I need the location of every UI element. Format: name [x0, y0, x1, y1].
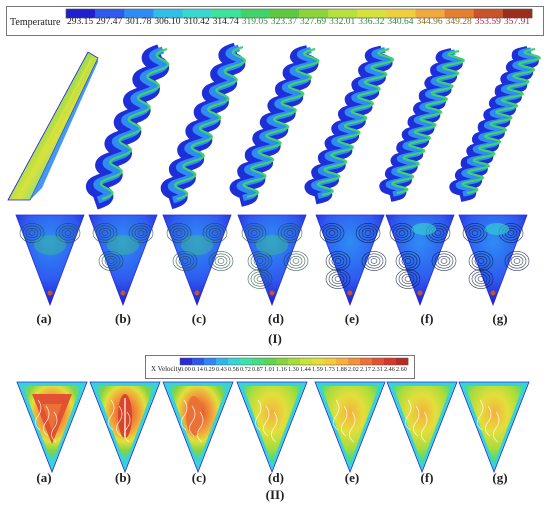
- top-panel-label-4: (e): [344, 311, 360, 326]
- streamlines-1: [92, 223, 154, 296]
- temp-tick-0: 293.15: [67, 17, 94, 27]
- group-label-II: (II): [265, 487, 285, 502]
- vel-tick-13: 1.88: [336, 366, 347, 373]
- vel-tick-10: 1.44: [300, 366, 311, 373]
- bottom-panel-label-5: (f): [420, 470, 434, 485]
- vel-tick-14: 2.02: [348, 366, 359, 373]
- temp-swatch-6: [240, 9, 271, 18]
- temp-swatch-4: [182, 9, 212, 18]
- top-panel-label-2: (c): [191, 311, 207, 326]
- streamlines-5: [389, 223, 457, 296]
- temp-tick-2: 301.78: [125, 17, 152, 27]
- temp-tick-5: 314.74: [212, 17, 239, 27]
- vel-swatch-17: [384, 358, 397, 365]
- streamlines-0: [19, 223, 81, 296]
- temp-swatch-15: [502, 9, 533, 18]
- temp-swatch-12: [415, 9, 445, 18]
- temp-tick-10: 336.32: [358, 17, 385, 27]
- temp-tick-15: 357.91: [503, 17, 530, 27]
- group-label-I: (I): [268, 331, 282, 346]
- vel-swatch-14: [348, 358, 361, 365]
- temp-tick-11: 340.64: [387, 17, 414, 27]
- vel-swatch-4: [228, 358, 241, 365]
- vel-swatch-13: [336, 358, 349, 365]
- vel-swatch-5: [240, 358, 253, 365]
- top-panel-label-6: (g): [492, 311, 508, 326]
- vel-swatch-2: [204, 358, 217, 365]
- vel-tick-3: 0.43: [216, 366, 227, 373]
- temp-swatch-3: [153, 9, 183, 18]
- streamlines-2: [166, 223, 234, 296]
- bottom-panel-label-4: (e): [344, 470, 360, 485]
- vel-swatch-0: [180, 358, 193, 365]
- vel-tick-16: 2.31: [372, 366, 383, 373]
- temp-tick-3: 306.10: [154, 17, 181, 27]
- top-panel-label-0: (a): [36, 311, 52, 326]
- vel-tick-11: 1.59: [312, 366, 323, 373]
- temp-swatch-14: [473, 9, 504, 18]
- temp-swatch-11: [386, 9, 416, 18]
- temp-swatch-8: [299, 9, 329, 18]
- vel-swatch-16: [372, 358, 385, 365]
- bottom-panel-label-6: (g): [492, 470, 508, 485]
- vel-tick-5: 0.72: [240, 366, 251, 373]
- temp-swatch-10: [357, 9, 387, 18]
- temp-swatch-7: [269, 9, 300, 18]
- temp-swatch-9: [328, 9, 358, 18]
- temp-tick-12: 344.96: [416, 17, 443, 27]
- temp-tick-6: 319.05: [241, 17, 268, 27]
- temp-tick-9: 332.01: [329, 17, 356, 27]
- vel-tick-12: 1.73: [324, 366, 335, 373]
- temp-swatch-5: [211, 9, 242, 18]
- temp-tick-14: 353.59: [474, 17, 501, 27]
- bottom-panel-label-0: (a): [36, 470, 52, 485]
- temperature-legend-title: Temperature: [10, 17, 61, 28]
- temp-swatch-13: [444, 9, 475, 18]
- temp-tick-8: 327.69: [300, 17, 327, 27]
- top-panel-label-5: (f): [420, 311, 434, 326]
- vel-swatch-1: [192, 358, 205, 365]
- vel-tick-9: 1.30: [288, 366, 299, 373]
- temp-swatch-2: [124, 9, 154, 18]
- vel-tick-17: 2.46: [384, 366, 395, 373]
- vel-swatch-18: [396, 358, 409, 365]
- temp-tick-13: 349.28: [445, 17, 472, 27]
- vel-swatch-15: [360, 358, 373, 365]
- top-panel-label-3: (d): [268, 311, 284, 326]
- temp-tick-7: 323.37: [270, 17, 297, 27]
- vel-swatch-11: [312, 358, 325, 365]
- streamlines-6: [462, 223, 530, 296]
- temp-swatch-1: [95, 9, 125, 18]
- vel-swatch-6: [252, 358, 265, 365]
- velocity-legend-title: X Velocity: [151, 365, 182, 373]
- vel-tick-4: 0.58: [228, 366, 239, 373]
- vel-tick-6: 0.87: [252, 366, 263, 373]
- vel-tick-1: 0.14: [192, 366, 203, 373]
- vel-swatch-10: [300, 358, 313, 365]
- vel-swatch-9: [288, 358, 301, 365]
- vel-tick-15: 2.17: [360, 366, 371, 373]
- temp-tick-1: 297.47: [96, 17, 123, 27]
- vel-swatch-12: [324, 358, 337, 365]
- vel-swatch-8: [276, 358, 289, 365]
- streamlines-3: [241, 223, 309, 296]
- vel-tick-2: 0.29: [204, 366, 215, 373]
- bottom-panel-label-2: (c): [191, 470, 207, 485]
- vel-tick-8: 1.16: [276, 366, 287, 373]
- temp-swatch-0: [66, 9, 96, 18]
- vel-swatch-7: [264, 358, 277, 365]
- vel-swatch-3: [216, 358, 229, 365]
- bottom-panel-label-3: (d): [268, 470, 284, 485]
- vel-tick-0: 0.00: [180, 366, 191, 373]
- temp-tick-4: 310.42: [183, 17, 210, 27]
- bottom-panel-label-1: (b): [115, 470, 131, 485]
- streamlines-4: [319, 223, 387, 296]
- top-panel-label-1: (b): [115, 311, 131, 326]
- vel-tick-18: 2.60: [396, 366, 407, 373]
- vel-tick-7: 1.01: [264, 366, 275, 373]
